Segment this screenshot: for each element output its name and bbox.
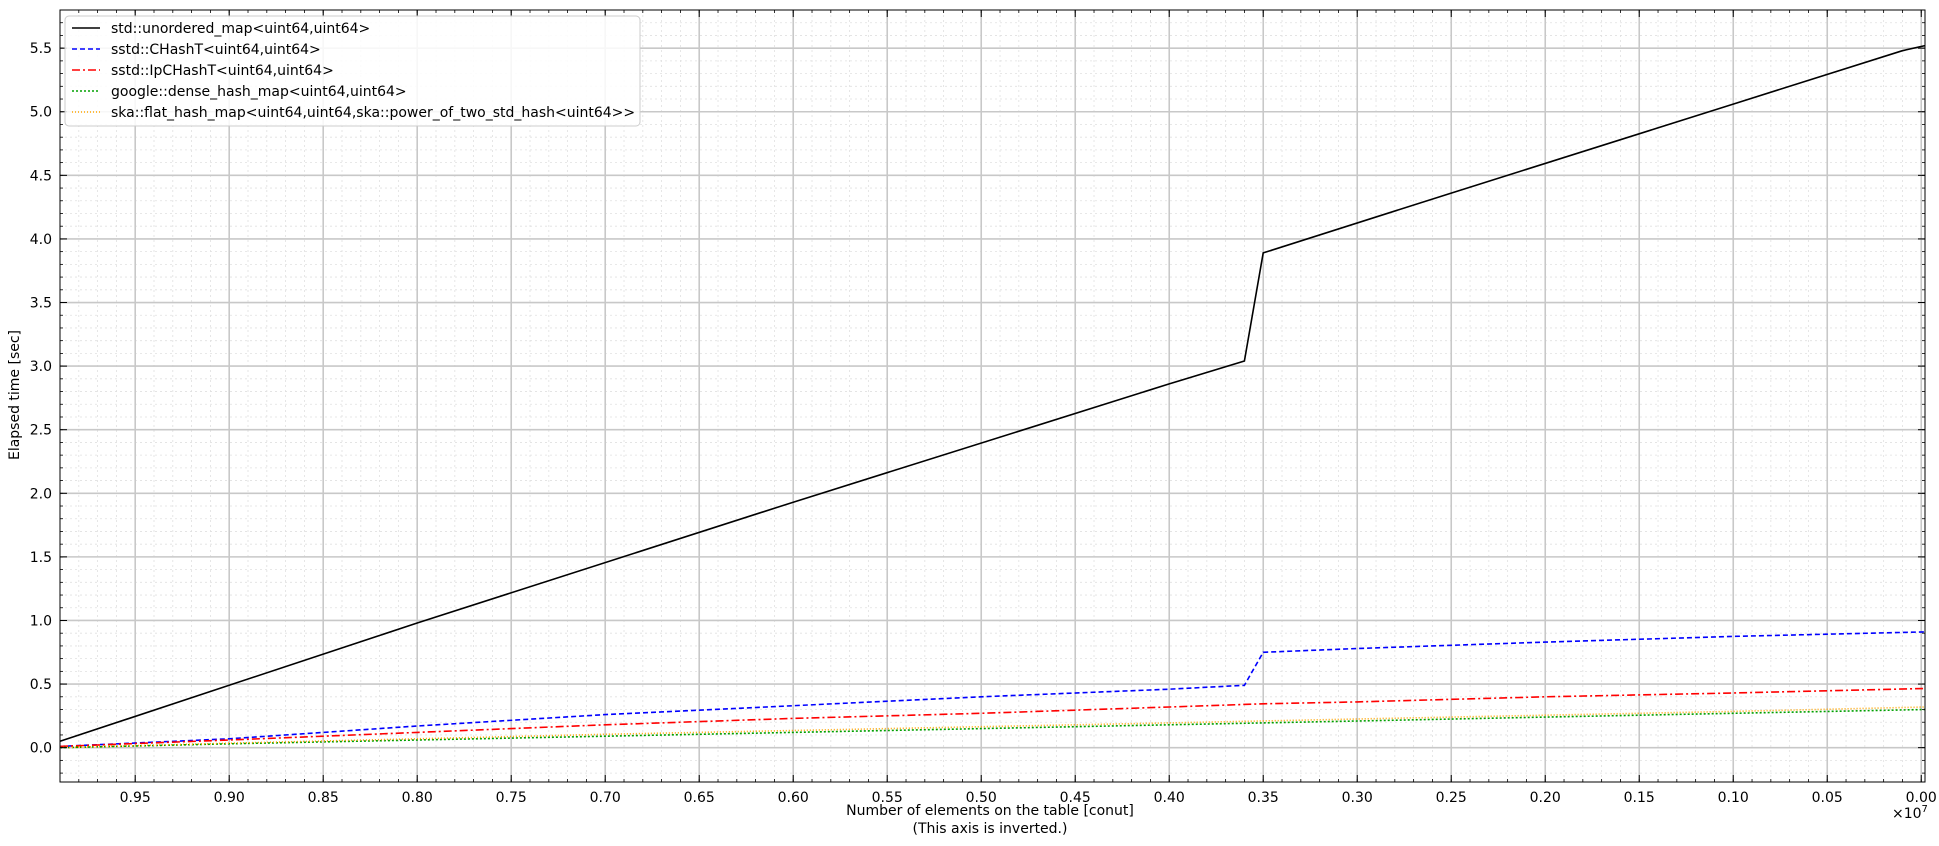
x-tick-label: 0.35 (1248, 790, 1279, 806)
y-tick-label: 2.0 (30, 486, 52, 502)
series-line-2 (59, 631, 1926, 748)
y-tick-label: 3.5 (30, 296, 52, 312)
x-tick-label: 0.70 (590, 790, 621, 806)
y-tick-label: 5.0 (30, 105, 52, 121)
x-tick-label: 0.75 (496, 790, 527, 806)
x-tick-label: 0.65 (684, 790, 715, 806)
x-tick-label: 0.45 (1060, 790, 1091, 806)
legend-label-4: google::dense_hash_map<uint64,uint64> (111, 84, 407, 100)
legend: std::unordered_map<uint64,uint64>sstd::C… (64, 15, 641, 127)
x-tick-label: 0.50 (966, 790, 997, 806)
x-tick-label: 0.30 (1342, 790, 1373, 806)
x-multiplier-label: ×107 (1892, 804, 1928, 822)
y-tick-label: 3.0 (30, 359, 52, 375)
x-multiplier-exponent: 7 (1922, 804, 1928, 815)
x-tick-label: 0.95 (120, 790, 151, 806)
legend-label-2: sstd::CHashT<uint64,uint64> (111, 42, 321, 58)
x-tick-labels: 0.95 0.90 0.85 0.80 0.75 0.70 0.65 0.60 0.55 0.50… (120, 790, 1937, 806)
x-tick-label: 0.40 (1154, 790, 1185, 806)
y-tick-label: 1.0 (30, 613, 52, 629)
x-tick-label: 0.20 (1530, 790, 1561, 806)
series-line-5 (59, 706, 1926, 749)
x-tick-label: 0.55 (872, 790, 903, 806)
x-tick-label: 0.80 (402, 790, 433, 806)
series-line-3 (59, 687, 1926, 748)
legend-label-1: std::unordered_map<uint64,uint64> (111, 21, 370, 37)
x-axis-label: Number of elements on the table [conut] (846, 803, 1134, 819)
y-tick-label: 0.5 (30, 677, 52, 693)
legend-box (64, 15, 641, 127)
x-tick-label: 0.10 (1718, 790, 1749, 806)
y-tick-label: 2.5 (30, 423, 52, 439)
series-layer (59, 44, 1926, 749)
y-tick-label: 1.5 (30, 550, 52, 566)
x-tick-label: 0.05 (1812, 790, 1843, 806)
y-tick-label: 5.5 (30, 41, 52, 57)
x-axis-note: (This axis is inverted.) (913, 821, 1068, 837)
x-tick-label: 0.85 (308, 790, 339, 806)
x-tick-label: 0.90 (214, 790, 245, 806)
axis-ticks (59, 10, 1925, 782)
y-tick-labels: 0.0 0.5 1.0 1.5 2.0 2.5 3.0 3.5 4.0 4.5 5.0 5.5 (30, 41, 52, 757)
y-tick-label: 4.5 (30, 168, 52, 184)
legend-items: std::unordered_map<uint64,uint64>sstd::C… (72, 21, 635, 121)
series-line-4 (59, 708, 1926, 749)
series-line-1 (59, 44, 1926, 743)
x-tick-label: 0.25 (1436, 790, 1467, 806)
legend-label-3: sstd::IpCHashT<uint64,uint64> (111, 63, 334, 79)
y-tick-label: 0.0 (30, 741, 52, 757)
y-tick-label: 4.0 (30, 232, 52, 248)
x-multiplier-base: ×10 (1892, 806, 1922, 822)
legend-label-5: ska::flat_hash_map<uint64,uint64,ska::po… (111, 105, 635, 121)
x-tick-label: 0.60 (778, 790, 809, 806)
x-tick-label: 0.15 (1624, 790, 1655, 806)
x-tick-label: 0.00 (1906, 790, 1937, 806)
plot-frame (59, 9, 1926, 783)
y-axis-label: Elapsed time [sec] (7, 330, 23, 460)
